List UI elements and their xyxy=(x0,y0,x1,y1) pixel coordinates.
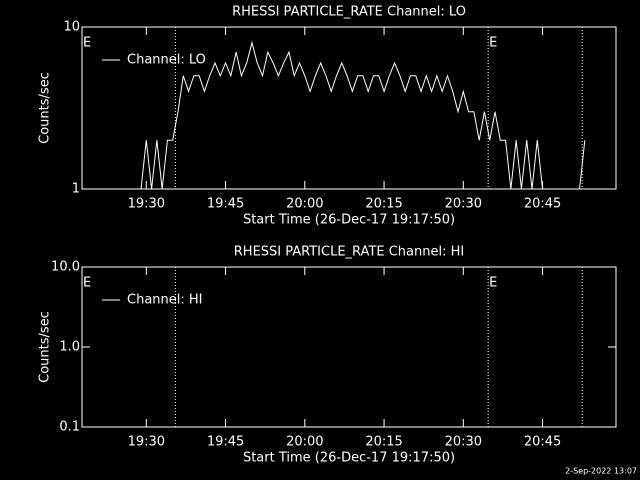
y-tick-label: 10 xyxy=(63,20,80,35)
annotation: E xyxy=(83,36,91,51)
legend-label: Channel: HI xyxy=(127,293,203,308)
x-axis-label: Start Time (26-Dec-17 19:17:50) xyxy=(243,451,455,466)
x-tick-label: 20:45 xyxy=(524,435,561,450)
x-tick-label: 19:30 xyxy=(128,197,165,212)
x-axis-label: Start Time (26-Dec-17 19:17:50) xyxy=(243,213,455,228)
x-tick-label: 19:30 xyxy=(128,435,165,450)
y-tick-label: 1.0 xyxy=(59,340,80,355)
y-axis-label: Counts/sec xyxy=(38,311,53,383)
annotation: E xyxy=(489,276,497,291)
data-line xyxy=(140,40,548,190)
footer: 2-Sep-2022 13:07 xyxy=(565,467,637,476)
x-tick-label: 20:30 xyxy=(445,197,482,212)
legend-label: Channel: LO xyxy=(127,53,206,68)
x-tick-label: 20:15 xyxy=(365,197,402,212)
x-tick-label: 20:30 xyxy=(445,435,482,450)
plot-frame xyxy=(81,26,617,190)
x-tick-label: 20:45 xyxy=(524,197,561,212)
x-tick-label: 19:45 xyxy=(207,435,244,450)
y-tick-label: 0.1 xyxy=(59,420,80,435)
chart-title: RHESSI PARTICLE_RATE Channel: HI xyxy=(234,245,464,260)
y-axis-label: Counts/sec xyxy=(38,72,53,144)
annotation: E xyxy=(83,276,91,291)
x-tick-label: 19:45 xyxy=(207,197,244,212)
plot-frame xyxy=(81,266,617,428)
y-tick-label: 1 xyxy=(72,182,80,197)
y-tick-label: 10.0 xyxy=(51,260,80,275)
x-tick-label: 20:15 xyxy=(365,435,402,450)
x-tick-label: 20:00 xyxy=(286,435,323,450)
data-line xyxy=(579,140,586,190)
x-tick-label: 20:00 xyxy=(286,197,323,212)
chart-title: RHESSI PARTICLE_RATE Channel: LO xyxy=(232,5,466,20)
annotation: E xyxy=(489,36,497,51)
